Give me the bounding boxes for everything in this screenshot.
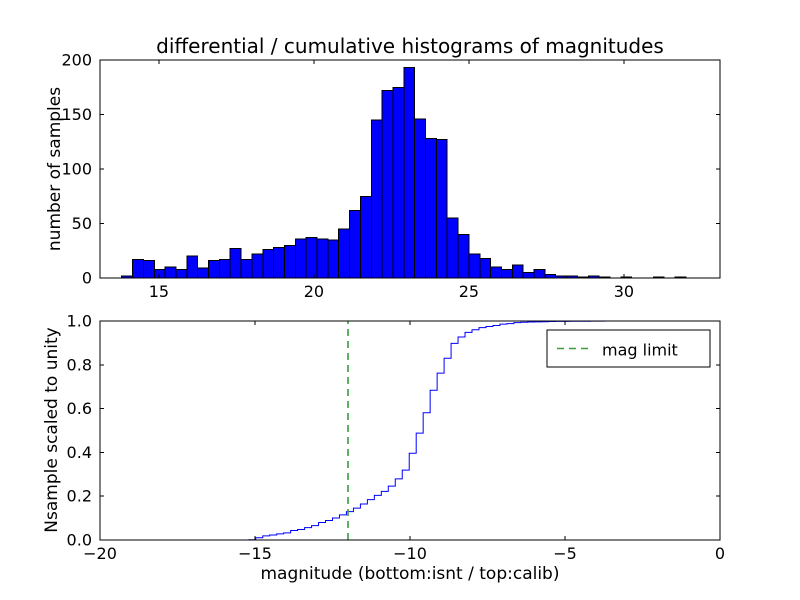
y-axis-ticks (100, 320, 720, 541)
x-tick-label: 0 (715, 544, 725, 563)
histogram-bar (186, 255, 199, 279)
y-tick-label: 100 (61, 160, 92, 179)
histogram-bar (349, 209, 361, 279)
histogram-bar (132, 258, 144, 279)
histogram-bar (370, 119, 383, 279)
histogram-bar (316, 238, 329, 279)
y-tick-label: 1.0 (67, 312, 92, 331)
histogram-bar (522, 272, 535, 279)
legend: mag limit (546, 329, 711, 368)
x-axis-ticks (158, 60, 625, 278)
y-tick-label: 50 (72, 214, 92, 233)
histogram-bar (457, 233, 470, 279)
y-tick-label: 150 (61, 105, 92, 124)
histogram-bar (500, 268, 513, 279)
y-tick-label: 0.2 (67, 487, 92, 506)
y-tick-label: 0.0 (67, 531, 92, 550)
histogram-bar (479, 257, 492, 279)
x-tick-label: 15 (149, 282, 169, 301)
x-tick-label: −15 (238, 544, 272, 563)
histogram-bar (414, 118, 426, 279)
x-axis-ticks (99, 321, 721, 540)
y-tick-label: 0.6 (67, 399, 92, 418)
x-tick-label: 25 (459, 282, 479, 301)
cumulative-histogram-subplot: −20 −15 −10 −5 0 0.0 0.2 0.4 0.6 0.8 1.0 mag limit (67, 312, 726, 564)
histogram-bar (435, 139, 448, 279)
x-tick-label: 30 (614, 282, 634, 301)
y-tick-label: 0.8 (67, 355, 92, 374)
histogram-bar (305, 237, 318, 279)
histogram-bar (142, 260, 155, 279)
x-tick-label: 20 (304, 282, 324, 301)
histogram-bar (359, 195, 372, 279)
histogram-bar (197, 267, 209, 279)
chart-title: differential / cumulative histograms of … (156, 34, 664, 58)
histogram-bar (294, 238, 307, 279)
histogram-bar (153, 268, 166, 279)
histogram-bar (381, 90, 394, 279)
y-axis-ticks (100, 59, 720, 279)
histogram-bar (425, 137, 437, 279)
bottom-x-axis-label: magnitude (bottom:isnt / top:calib) (260, 564, 560, 584)
histogram-bar (392, 86, 405, 279)
cumulative-curve (248, 320, 720, 541)
histogram-bar (208, 260, 220, 279)
histogram-bar (283, 244, 296, 279)
top-y-axis-label: number of samples (45, 86, 65, 252)
x-tick-label: −20 (83, 544, 117, 563)
y-tick-label: 200 (61, 51, 92, 70)
histogram-bar (511, 264, 524, 279)
histogram-bar (251, 253, 264, 279)
histogram-bar (490, 266, 502, 279)
histogram-bar (446, 217, 459, 279)
histogram-bars (121, 67, 687, 279)
histogram-bar (240, 258, 253, 279)
x-tick-label: −10 (393, 544, 427, 563)
differential-histogram-subplot: 15 20 25 30 0 50 100 150 200 (61, 51, 721, 301)
y-tick-label: 0 (82, 269, 92, 288)
histogram-bar (533, 268, 546, 279)
histogram-bar (175, 268, 188, 279)
histogram-bar (468, 253, 481, 279)
histogram-bar (327, 239, 340, 279)
y-tick-label: 0.4 (67, 443, 92, 462)
histogram-bar (273, 246, 285, 279)
histogram-bar (403, 67, 416, 279)
histogram-bar (218, 258, 231, 279)
histogram-bar (229, 248, 242, 279)
histogram-bar (262, 249, 275, 279)
histogram-bar (338, 228, 351, 279)
legend-label: mag limit (602, 341, 678, 360)
x-tick-label: −5 (553, 544, 577, 563)
histogram-bar (164, 266, 177, 279)
bottom-y-axis-label: Nsample scaled to unity (42, 327, 62, 533)
